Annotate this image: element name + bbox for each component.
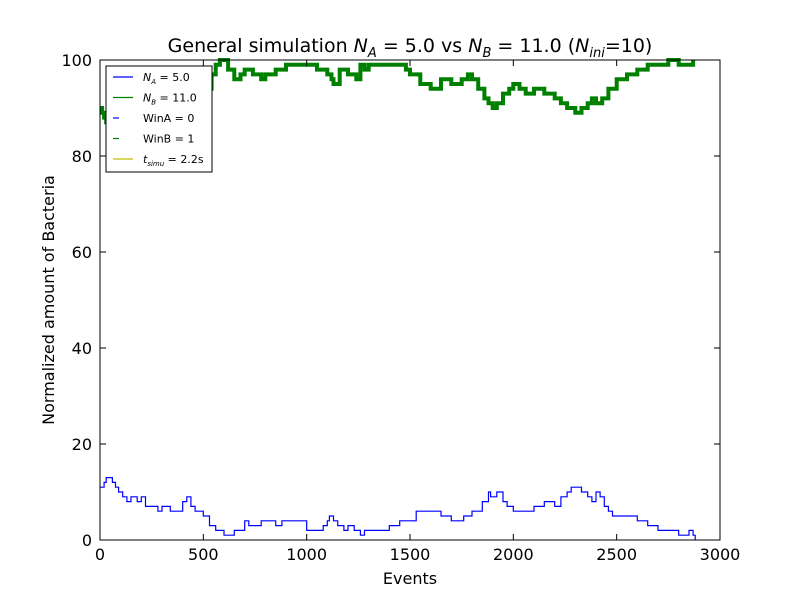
y-axis-title: Normalized amount of Bacteria bbox=[39, 175, 58, 425]
legend-label: WinB = 1 bbox=[143, 133, 194, 146]
legend-label: tsimu = 2.2s bbox=[143, 153, 204, 168]
series-line-a bbox=[100, 477, 696, 540]
y-tick-label: 0 bbox=[82, 531, 92, 550]
y-tick-label: 20 bbox=[72, 435, 92, 454]
y-tick-label: 100 bbox=[61, 51, 92, 70]
x-axis-title: Events bbox=[383, 569, 437, 588]
tick-layer: 0 500 1000 1500 2000 2500 3000 0 20 40 60 80 100 bbox=[61, 51, 740, 564]
legend: NA = 5.0 NB = 11.0 WinA = 0 WinB = 1 tsimu =… bbox=[105, 65, 213, 173]
legend-box bbox=[105, 65, 213, 173]
legend-label: WinA = 0 bbox=[143, 112, 194, 125]
x-tick-label: 3000 bbox=[700, 545, 741, 564]
y-tick-label: 80 bbox=[72, 147, 92, 166]
x-tick-label: 500 bbox=[188, 545, 219, 564]
series-layer bbox=[100, 58, 696, 540]
y-tick-label: 60 bbox=[72, 243, 92, 262]
chart-title: General simulation NA = 5.0 vs NB = 11.0… bbox=[168, 35, 653, 61]
series-line-b bbox=[100, 58, 696, 139]
x-tick-label: 1000 bbox=[286, 545, 327, 564]
x-tick-label: 0 bbox=[95, 545, 105, 564]
y-tick-label: 40 bbox=[72, 339, 92, 358]
legend-label: NB = 11.0 bbox=[143, 92, 197, 107]
x-tick-label: 2500 bbox=[596, 545, 637, 564]
x-tick-label: 1500 bbox=[390, 545, 431, 564]
legend-label: NA = 5.0 bbox=[143, 71, 190, 86]
x-tick-label: 2000 bbox=[493, 545, 534, 564]
